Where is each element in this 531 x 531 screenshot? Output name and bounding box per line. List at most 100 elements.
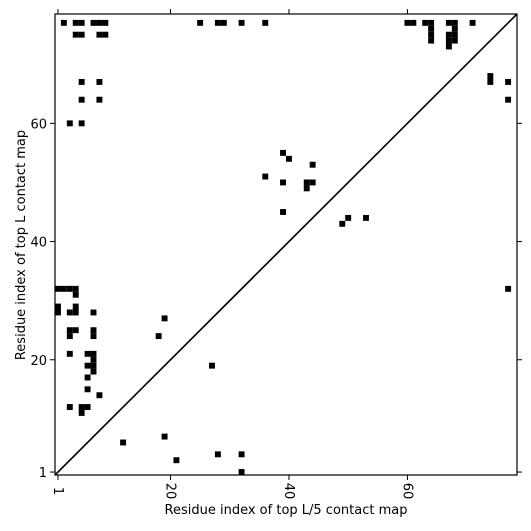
contact	[72, 327, 79, 334]
contact	[78, 120, 85, 127]
contact	[445, 37, 452, 44]
contact	[72, 303, 79, 310]
contact	[303, 179, 310, 186]
contact	[505, 285, 512, 292]
contact	[155, 333, 162, 340]
x-tick-label: 1	[50, 487, 65, 495]
contact	[214, 19, 221, 26]
contact	[345, 214, 352, 221]
contact	[96, 96, 103, 103]
contact	[90, 362, 97, 369]
contact	[72, 31, 79, 38]
contact	[220, 19, 227, 26]
contact	[78, 409, 85, 416]
contact	[428, 25, 435, 32]
contact	[428, 31, 435, 38]
contact	[262, 19, 269, 26]
contact	[72, 291, 79, 298]
contact	[102, 19, 109, 26]
contact	[96, 392, 103, 399]
contact	[161, 433, 168, 440]
y-tick-label: 1	[39, 466, 47, 481]
contact	[66, 333, 73, 340]
contact	[120, 439, 127, 446]
contact	[487, 79, 494, 85]
contact	[96, 31, 103, 38]
contact	[238, 19, 245, 26]
contact	[469, 19, 476, 26]
contact	[197, 19, 204, 26]
contact	[78, 96, 85, 103]
contact	[90, 368, 97, 375]
contact	[451, 19, 458, 26]
contact	[78, 79, 85, 85]
contact	[505, 79, 512, 85]
contact	[84, 404, 91, 410]
contact	[339, 220, 346, 227]
contact	[404, 19, 411, 26]
contact	[60, 19, 67, 26]
x-tick-label: 60	[399, 483, 414, 500]
contact	[309, 161, 316, 168]
y-tick-label: 20	[30, 354, 47, 369]
contact	[286, 155, 292, 162]
contact	[428, 19, 435, 26]
contact	[280, 209, 286, 215]
contact	[445, 43, 452, 50]
contact	[60, 285, 67, 292]
contact	[309, 179, 316, 186]
contact	[72, 285, 79, 292]
contact	[214, 451, 221, 458]
contact	[410, 19, 417, 26]
x-axis-label: Residue index of top L/5 contact map	[165, 503, 408, 518]
contact	[280, 179, 286, 186]
diagonal	[54, 13, 518, 476]
contact	[66, 404, 73, 410]
contact	[445, 31, 452, 38]
contact	[487, 73, 494, 80]
plot-frame	[54, 13, 518, 476]
contact	[78, 404, 85, 410]
contact	[90, 356, 97, 363]
contact	[78, 19, 85, 26]
contact	[280, 149, 286, 156]
contact	[84, 374, 91, 381]
contact	[66, 350, 73, 357]
contact	[445, 19, 452, 26]
contact	[451, 25, 458, 32]
contact	[102, 31, 109, 38]
contact	[66, 309, 73, 316]
contact	[238, 469, 245, 475]
contact	[84, 362, 91, 369]
contact	[303, 185, 310, 192]
contact	[84, 386, 91, 393]
contact	[451, 37, 458, 44]
y-tick-label: 40	[30, 236, 47, 251]
contact	[66, 327, 73, 334]
contact	[55, 285, 61, 292]
contact	[428, 37, 435, 44]
contact	[55, 309, 61, 316]
contact	[209, 362, 215, 369]
x-tick-label: 20	[163, 483, 178, 500]
contact	[55, 303, 61, 310]
contact	[422, 19, 429, 26]
y-tick-label: 60	[30, 117, 47, 132]
contact	[161, 315, 168, 322]
contact	[72, 309, 79, 316]
contact	[84, 350, 91, 357]
contact	[90, 19, 97, 26]
contact	[363, 214, 369, 221]
contact	[72, 19, 79, 26]
contact	[96, 19, 103, 26]
contact	[78, 31, 85, 38]
contact	[262, 173, 269, 180]
contact	[173, 457, 180, 464]
contact	[90, 350, 97, 357]
contact	[90, 309, 97, 316]
y-axis-label: Residue index of top L contact map	[14, 130, 29, 360]
contact	[505, 96, 512, 103]
contact	[96, 79, 103, 85]
contact	[66, 120, 73, 127]
